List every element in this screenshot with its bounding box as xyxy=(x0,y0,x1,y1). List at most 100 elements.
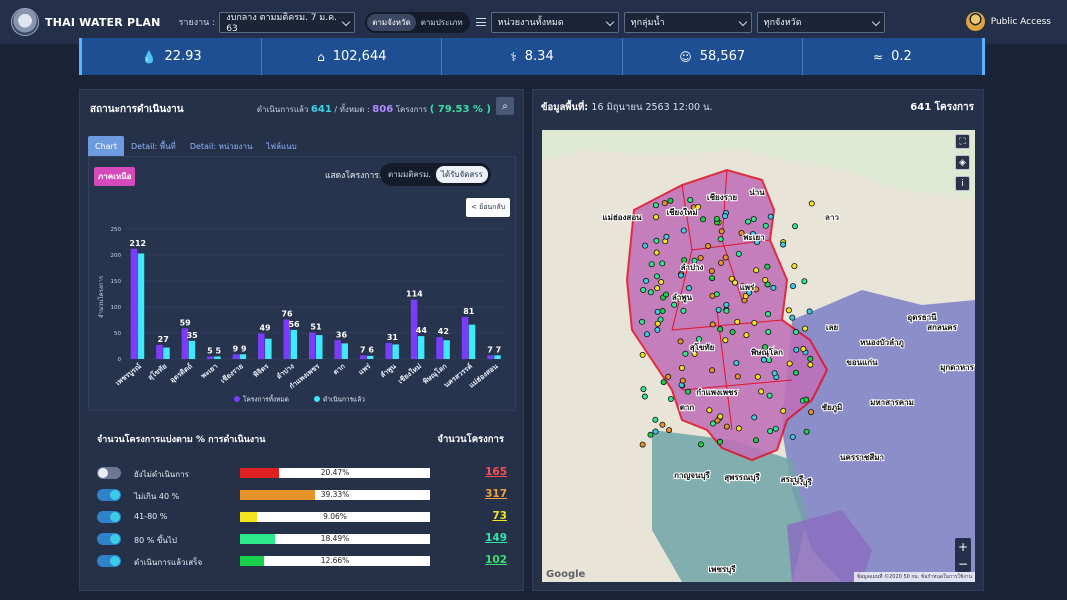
project-marker[interactable] xyxy=(722,213,729,220)
tab-detail-area[interactable]: Detail: พื้นที่ xyxy=(130,142,176,151)
project-marker[interactable] xyxy=(667,197,674,204)
project-marker[interactable] xyxy=(659,260,666,267)
bar-done[interactable] xyxy=(239,354,247,359)
project-marker[interactable] xyxy=(723,301,730,308)
bar-total[interactable] xyxy=(130,248,138,359)
bar-total[interactable] xyxy=(359,355,367,359)
filter-toggle-switch[interactable] xyxy=(97,555,121,567)
project-marker[interactable] xyxy=(793,346,800,353)
project-marker[interactable] xyxy=(660,379,667,386)
project-marker[interactable] xyxy=(791,263,798,270)
project-marker[interactable] xyxy=(709,367,716,374)
fullscreen-icon[interactable]: ⛶ xyxy=(955,134,970,149)
project-marker[interactable] xyxy=(684,388,691,395)
bar-total[interactable] xyxy=(207,356,214,359)
project-marker[interactable] xyxy=(718,228,725,235)
project-marker[interactable] xyxy=(709,321,716,328)
project-marker[interactable] xyxy=(723,307,730,314)
project-marker[interactable] xyxy=(731,279,738,286)
project-marker[interactable] xyxy=(738,229,745,236)
project-marker[interactable] xyxy=(751,414,758,421)
project-marker[interactable] xyxy=(800,345,807,352)
view-toggle[interactable]: ตามจังหวัด ตามประเภท xyxy=(365,11,470,33)
bar-done[interactable] xyxy=(316,335,323,359)
province-select[interactable]: ทุกจังหวัด xyxy=(756,11,885,33)
project-marker[interactable] xyxy=(666,427,673,434)
project-marker[interactable] xyxy=(765,328,772,335)
project-marker[interactable] xyxy=(652,202,659,209)
distribution-count[interactable]: 165 xyxy=(485,466,507,478)
bar-done[interactable] xyxy=(392,344,399,359)
project-marker[interactable] xyxy=(639,318,646,325)
project-marker[interactable] xyxy=(709,420,716,427)
bar-total[interactable] xyxy=(258,333,265,359)
project-marker[interactable] xyxy=(729,329,736,336)
bar-total[interactable] xyxy=(156,344,163,359)
project-marker[interactable] xyxy=(733,360,740,367)
project-marker[interactable] xyxy=(780,407,787,414)
project-marker[interactable] xyxy=(654,320,661,327)
project-marker[interactable] xyxy=(735,250,742,257)
bar-done[interactable] xyxy=(443,340,450,359)
distribution-count[interactable]: 73 xyxy=(492,510,507,522)
project-marker[interactable] xyxy=(735,425,742,432)
project-marker[interactable] xyxy=(786,360,793,367)
project-marker[interactable] xyxy=(681,257,688,264)
project-marker[interactable] xyxy=(647,431,654,438)
bar-done[interactable] xyxy=(494,355,501,359)
map-attribution[interactable]: ข้อมูลแผนที่ ©2020 50 กม. ข้อกำหนดในการใ… xyxy=(853,572,975,582)
project-marker[interactable] xyxy=(716,438,723,445)
project-marker[interactable] xyxy=(739,283,746,290)
project-marker[interactable] xyxy=(734,318,741,325)
project-marker[interactable] xyxy=(808,200,815,207)
bar-total[interactable] xyxy=(181,328,189,359)
tab-detail-agency[interactable]: Detail: หน่วยงาน xyxy=(189,142,253,151)
project-marker[interactable] xyxy=(746,289,753,296)
project-marker[interactable] xyxy=(680,227,687,234)
toggle-by-province[interactable]: ตามจังหวัด xyxy=(367,13,416,31)
project-marker[interactable] xyxy=(770,284,777,291)
project-marker[interactable] xyxy=(654,326,661,333)
project-marker[interactable] xyxy=(722,337,729,344)
project-marker[interactable] xyxy=(654,308,661,315)
project-marker[interactable] xyxy=(695,203,702,210)
project-marker[interactable] xyxy=(790,283,797,290)
project-marker[interactable] xyxy=(661,200,668,207)
project-marker[interactable] xyxy=(753,267,760,274)
filter-toggle-switch[interactable] xyxy=(97,467,121,479)
bar-total[interactable] xyxy=(436,337,443,359)
project-marker[interactable] xyxy=(753,286,760,293)
project-marker[interactable] xyxy=(647,289,654,296)
bar-done[interactable] xyxy=(188,340,196,359)
project-marker[interactable] xyxy=(680,307,687,314)
project-marker[interactable] xyxy=(677,272,684,279)
project-marker[interactable] xyxy=(709,275,716,282)
project-marker[interactable] xyxy=(640,386,647,393)
report-select[interactable]: งบกลาง ตามมติครม. 7 ม.ค. 63 xyxy=(219,11,356,34)
project-marker[interactable] xyxy=(665,373,672,380)
project-marker[interactable] xyxy=(671,301,678,308)
project-marker[interactable] xyxy=(663,233,670,240)
project-marker[interactable] xyxy=(643,331,650,338)
bar-total[interactable] xyxy=(283,319,291,359)
bar-total[interactable] xyxy=(232,354,240,359)
map-view[interactable]: แม่ฮ่องสอน เชียงใหม่ เชียงราย พะเยา น่าน แพร่… xyxy=(542,130,975,582)
back-button[interactable]: < ย้อนกลับ xyxy=(466,198,511,217)
project-marker[interactable] xyxy=(750,216,757,223)
project-marker[interactable] xyxy=(717,236,724,243)
legend-label[interactable]: ดำเนินการแล้ว xyxy=(323,396,365,404)
project-marker[interactable] xyxy=(742,293,749,300)
project-marker[interactable] xyxy=(679,377,686,384)
project-marker[interactable] xyxy=(687,197,694,204)
project-marker[interactable] xyxy=(767,213,774,220)
filter-toggle-switch[interactable] xyxy=(97,489,121,501)
project-marker[interactable] xyxy=(807,361,814,368)
project-marker[interactable] xyxy=(754,239,761,246)
project-marker[interactable] xyxy=(806,308,813,315)
project-marker[interactable] xyxy=(792,223,799,230)
project-marker[interactable] xyxy=(789,433,796,440)
project-marker[interactable] xyxy=(700,216,707,223)
info-icon[interactable]: i xyxy=(955,176,970,191)
zoom-out-button[interactable]: − xyxy=(957,556,969,571)
